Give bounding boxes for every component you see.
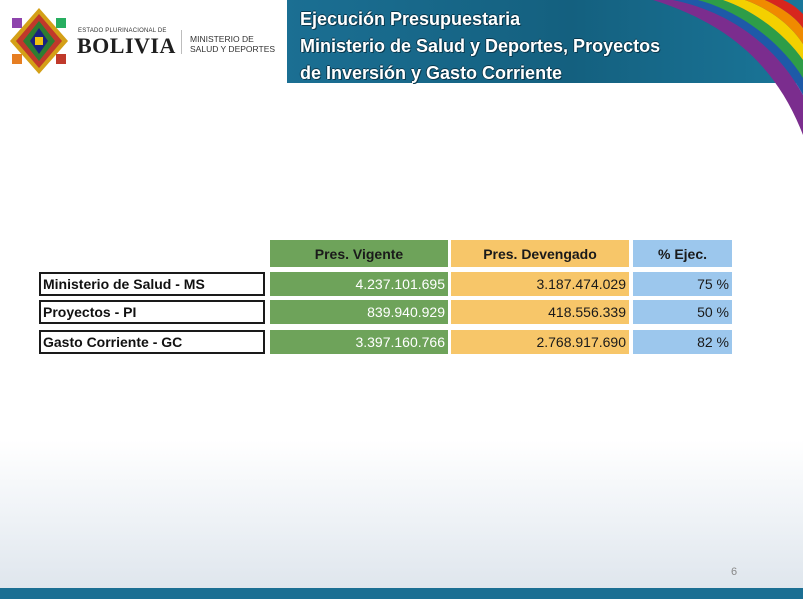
header-pres-vigente: Pres. Vigente (270, 240, 448, 267)
logo-divider (181, 30, 182, 54)
cell-gc-devengado: 2.768.917.690 (451, 330, 629, 354)
row-label-pi: Proyectos - PI (39, 300, 265, 324)
header-pct-ejec: % Ejec. (633, 240, 732, 267)
cell-gc-vigente: 3.397.160.766 (270, 330, 448, 354)
title-line-1: Ejecución Presupuestaria (300, 9, 521, 29)
bolivia-emblem-icon (10, 8, 68, 74)
ministry-line-2: SALUD Y DEPORTES (190, 44, 276, 54)
wiphala-decoration-icon (653, 0, 803, 135)
cell-ms-ejec: 75 % (633, 272, 732, 296)
cell-pi-ejec: 50 % (633, 300, 732, 324)
ministry-line-1: MINISTERIO DE (190, 34, 254, 44)
ministry-name: MINISTERIO DE SALUD Y DEPORTES (190, 34, 275, 54)
cell-pi-devengado: 418.556.339 (451, 300, 629, 324)
row-label-ms: Ministerio de Salud - MS (39, 272, 265, 296)
country-name: BOLIVIA (77, 33, 176, 58)
title-line-3: de Inversión y Gasto Corriente (300, 63, 563, 83)
cell-ms-devengado: 3.187.474.029 (451, 272, 629, 296)
slide-title: Ejecución Presupuestaria Ministerio de S… (300, 6, 660, 87)
row-label-gc: Gasto Corriente - GC (39, 330, 265, 354)
state-label: ESTADO PLURINACIONAL DE (78, 28, 167, 34)
logo-area: ESTADO PLURINACIONAL DE BOLIVIA MINISTER… (0, 0, 287, 83)
cell-ms-vigente: 4.237.101.695 (270, 272, 448, 296)
page-number: 6 (731, 566, 738, 578)
title-line-2: Ministerio de Salud y Deportes, Proyecto… (300, 36, 661, 56)
cell-pi-vigente: 839.940.929 (270, 300, 448, 324)
header-pres-devengado: Pres. Devengado (451, 240, 629, 267)
cell-gc-ejec: 82 % (633, 330, 732, 354)
bottom-bar (0, 588, 803, 599)
